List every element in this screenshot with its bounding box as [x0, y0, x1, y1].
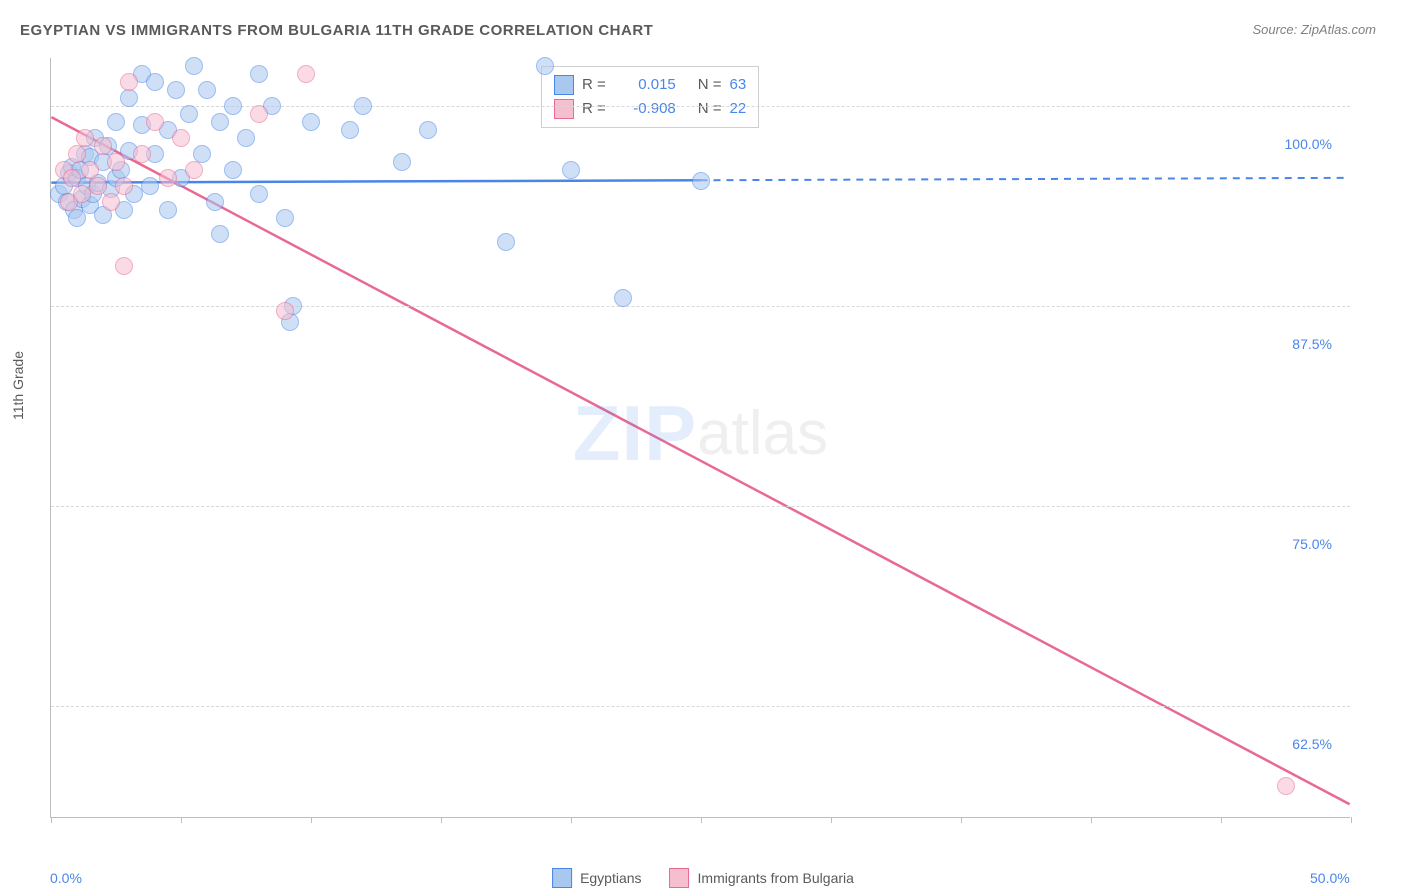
- legend-n-label: N =: [698, 97, 722, 121]
- scatter-point: [250, 185, 268, 203]
- scatter-point: [159, 169, 177, 187]
- scatter-point: [614, 289, 632, 307]
- legend-r-value: 0.015: [614, 73, 676, 97]
- scatter-point: [341, 121, 359, 139]
- legend-n-label: N =: [698, 73, 722, 97]
- gridline: [51, 706, 1350, 707]
- correlation-legend: R = 0.015 N = 63 R = -0.908 N = 22: [541, 66, 759, 128]
- y-axis-label: 11th Grade: [10, 351, 26, 420]
- trend-line-dashed: [701, 178, 1350, 180]
- gridline: [51, 106, 1350, 107]
- scatter-point: [185, 57, 203, 75]
- scatter-point: [68, 145, 86, 163]
- scatter-point: [185, 161, 203, 179]
- x-tick: [181, 817, 182, 823]
- gridline: [51, 306, 1350, 307]
- scatter-point: [276, 302, 294, 320]
- legend-row: R = -0.908 N = 22: [554, 97, 746, 121]
- chart-title: EGYPTIAN VS IMMIGRANTS FROM BULGARIA 11T…: [20, 22, 653, 39]
- legend-swatch: [552, 868, 572, 888]
- legend-n-value: 63: [730, 73, 747, 97]
- scatter-point: [224, 161, 242, 179]
- x-tick: [1091, 817, 1092, 823]
- scatter-point: [211, 113, 229, 131]
- legend-r-value: -0.908: [614, 97, 676, 121]
- y-tick-label: 100.0%: [1285, 136, 1332, 152]
- scatter-point: [167, 81, 185, 99]
- scatter-point: [107, 113, 125, 131]
- scatter-point: [146, 73, 164, 91]
- scatter-point: [211, 225, 229, 243]
- scatter-point: [198, 81, 216, 99]
- scatter-point: [536, 57, 554, 75]
- x-tick: [571, 817, 572, 823]
- scatter-point: [133, 145, 151, 163]
- y-tick-label: 87.5%: [1292, 336, 1332, 352]
- scatter-point: [172, 129, 190, 147]
- scatter-point: [94, 137, 112, 155]
- x-tick: [51, 817, 52, 823]
- scatter-point: [102, 193, 120, 211]
- scatter-point: [276, 209, 294, 227]
- source-label: Source: ZipAtlas.com: [1252, 22, 1376, 37]
- scatter-point: [562, 161, 580, 179]
- scatter-point: [250, 65, 268, 83]
- scatter-point: [237, 129, 255, 147]
- legend-swatch: [554, 75, 574, 95]
- scatter-point: [297, 65, 315, 83]
- x-tick: [1351, 817, 1352, 823]
- scatter-point: [159, 201, 177, 219]
- bottom-legend-label: Egyptians: [580, 870, 641, 886]
- scatter-point: [1277, 777, 1295, 795]
- scatter-point: [120, 73, 138, 91]
- plot-area: ZIPatlas R =0.015N = 63R =-0.908N = 22 6…: [50, 58, 1350, 818]
- scatter-point: [419, 121, 437, 139]
- y-tick-label: 62.5%: [1292, 736, 1332, 752]
- scatter-point: [146, 113, 164, 131]
- scatter-point: [692, 172, 710, 190]
- y-tick-label: 75.0%: [1292, 536, 1332, 552]
- legend-r-label: R =: [582, 73, 606, 97]
- bottom-legend-item: Egyptians: [552, 868, 641, 888]
- scatter-point: [393, 153, 411, 171]
- scatter-point: [115, 177, 133, 195]
- scatter-point: [120, 89, 138, 107]
- x-tick: [701, 817, 702, 823]
- scatter-point: [302, 113, 320, 131]
- x-tick: [831, 817, 832, 823]
- scatter-point: [180, 105, 198, 123]
- scatter-point: [63, 169, 81, 187]
- scatter-point: [224, 97, 242, 115]
- legend-swatch: [670, 868, 690, 888]
- scatter-point: [76, 129, 94, 147]
- scatter-point: [107, 153, 125, 171]
- x-tick: [961, 817, 962, 823]
- scatter-point: [141, 177, 159, 195]
- scatter-point: [89, 177, 107, 195]
- legend-row: R = 0.015 N = 63: [554, 73, 746, 97]
- x-tick-label: 0.0%: [50, 870, 82, 886]
- scatter-point: [250, 105, 268, 123]
- x-tick-label: 50.0%: [1310, 870, 1350, 886]
- bottom-legend-label: Immigrants from Bulgaria: [698, 870, 854, 886]
- legend-n-value: 22: [730, 97, 747, 121]
- legend-swatch: [554, 99, 574, 119]
- scatter-point: [206, 193, 224, 211]
- x-tick: [1221, 817, 1222, 823]
- trend-line-solid: [51, 117, 1349, 804]
- x-tick: [441, 817, 442, 823]
- scatter-point: [497, 233, 515, 251]
- series-legend: Egyptians Immigrants from Bulgaria: [552, 868, 854, 888]
- scatter-point: [354, 97, 372, 115]
- gridline: [51, 506, 1350, 507]
- bottom-legend-item: Immigrants from Bulgaria: [670, 868, 854, 888]
- scatter-point: [115, 257, 133, 275]
- legend-r-label: R =: [582, 97, 606, 121]
- x-tick: [311, 817, 312, 823]
